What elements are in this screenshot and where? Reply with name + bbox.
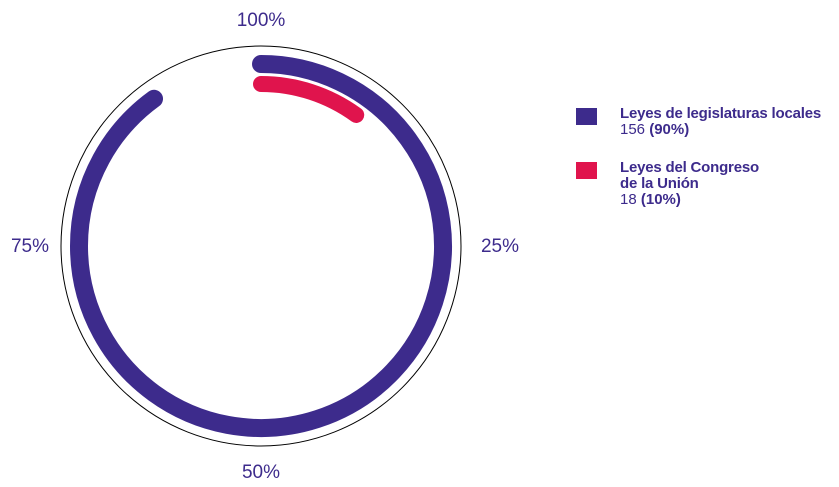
legend-swatch-local (576, 108, 597, 125)
legend-item-congreso: Leyes del Congreso de la Unión 18 (10%) (576, 160, 838, 208)
legend-value-congreso: 18 (10%) (620, 192, 838, 208)
legend-percent-congreso: (10%) (640, 191, 681, 208)
legend-count-local: 156 (620, 121, 646, 138)
legend: Leyes de legislaturas locales 156 (90%) … (576, 106, 838, 230)
bars-layer (70, 55, 452, 437)
outer-axis-ring (60, 45, 462, 447)
legend-swatch-congreso (576, 162, 597, 179)
tick-label-25: 25% (481, 236, 519, 257)
tick-label-100: 100% (237, 10, 286, 31)
legend-label-congreso: Leyes del Congreso de la Unión (620, 159, 759, 192)
bar-leyes-legislaturas-locales (70, 55, 452, 437)
legend-label-local: Leyes de legislaturas locales (620, 105, 821, 122)
tick-label-75: 75% (11, 236, 49, 257)
legend-percent-local: (90%) (649, 121, 690, 138)
tick-label-50: 50% (242, 462, 280, 483)
bar-leyes-congreso-union (253, 76, 365, 123)
legend-item-local: Leyes de legislaturas locales 156 (90%) (576, 106, 838, 138)
legend-count-congreso: 18 (620, 191, 637, 208)
legend-value-local: 156 (90%) (620, 122, 838, 138)
